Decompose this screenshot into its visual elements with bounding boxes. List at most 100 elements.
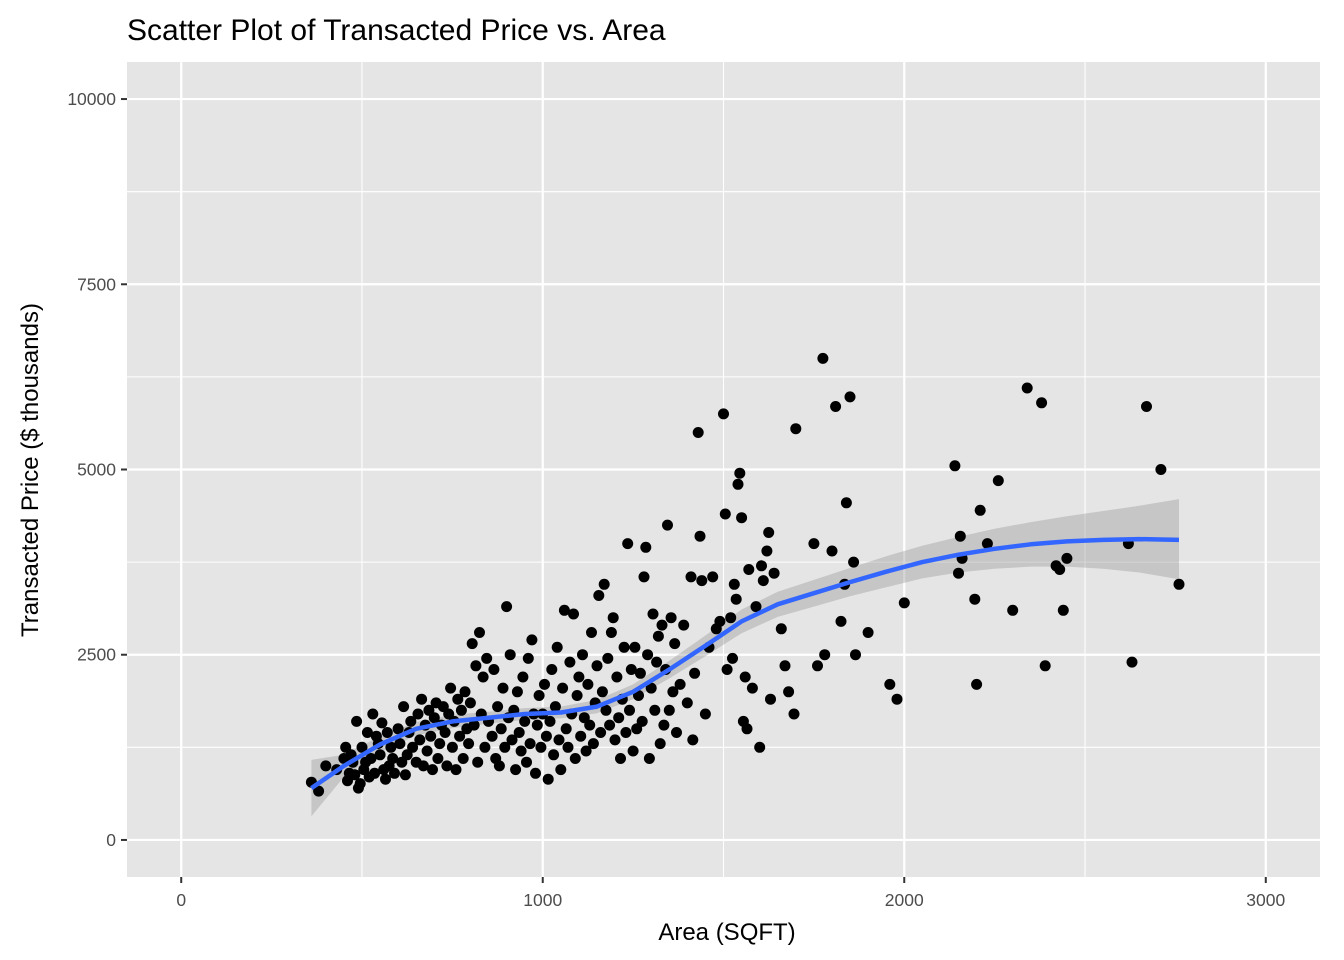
data-point bbox=[580, 745, 592, 757]
data-point bbox=[417, 760, 429, 772]
y-axis-title: Transacted Price ($ thousands) bbox=[17, 303, 44, 637]
data-point bbox=[432, 753, 444, 764]
data-point bbox=[466, 638, 478, 650]
data-point bbox=[667, 686, 679, 698]
data-point bbox=[746, 682, 758, 694]
data-point bbox=[591, 660, 603, 672]
data-point bbox=[414, 734, 426, 746]
data-point bbox=[649, 704, 661, 716]
data-point bbox=[504, 649, 516, 661]
data-point bbox=[725, 612, 737, 624]
data-point bbox=[817, 352, 829, 364]
data-point bbox=[1021, 382, 1033, 394]
data-point bbox=[739, 671, 751, 683]
data-point bbox=[627, 745, 639, 757]
data-point bbox=[768, 567, 780, 579]
data-point bbox=[517, 671, 529, 683]
data-point bbox=[636, 715, 648, 727]
data-point bbox=[526, 634, 538, 646]
data-point bbox=[519, 715, 531, 727]
data-point bbox=[499, 741, 511, 753]
data-point bbox=[551, 641, 563, 653]
data-point bbox=[457, 753, 469, 764]
data-point bbox=[389, 767, 400, 779]
data-point bbox=[313, 785, 325, 797]
data-point bbox=[969, 593, 981, 605]
data-point bbox=[754, 741, 766, 753]
points-layer bbox=[305, 352, 1185, 797]
data-point bbox=[647, 608, 659, 620]
data-point bbox=[763, 527, 775, 538]
data-point bbox=[407, 741, 419, 753]
data-point bbox=[728, 578, 740, 590]
data-point bbox=[376, 717, 388, 729]
data-point bbox=[450, 764, 462, 776]
data-point bbox=[531, 719, 543, 731]
data-point bbox=[454, 730, 466, 742]
confidence-ribbon-layer bbox=[311, 499, 1179, 817]
data-point bbox=[511, 686, 523, 698]
data-point bbox=[891, 693, 903, 705]
data-point bbox=[652, 630, 664, 642]
data-point bbox=[593, 590, 605, 601]
data-point bbox=[468, 719, 480, 731]
chart-title: Scatter Plot of Transacted Price vs. Are… bbox=[127, 14, 666, 47]
data-point bbox=[1039, 660, 1051, 672]
data-point bbox=[622, 538, 634, 550]
data-point bbox=[351, 715, 363, 727]
data-point bbox=[685, 571, 697, 583]
data-point bbox=[884, 678, 896, 690]
data-point bbox=[1057, 604, 1069, 616]
data-point bbox=[549, 701, 561, 713]
data-point bbox=[611, 671, 623, 683]
data-point bbox=[387, 753, 399, 764]
data-point bbox=[783, 686, 795, 698]
data-point bbox=[812, 660, 823, 672]
y-tick-label: 5000 bbox=[77, 460, 116, 480]
data-point bbox=[609, 734, 621, 746]
data-point bbox=[727, 652, 738, 664]
data-point bbox=[604, 719, 616, 731]
data-point bbox=[477, 671, 489, 683]
data-point bbox=[732, 478, 744, 490]
data-point bbox=[615, 753, 626, 764]
data-point bbox=[573, 671, 585, 683]
data-point bbox=[595, 727, 607, 738]
data-point bbox=[459, 686, 471, 698]
data-point bbox=[830, 401, 842, 412]
data-point bbox=[464, 697, 476, 709]
data-point bbox=[981, 538, 993, 550]
data-point bbox=[548, 749, 560, 761]
data-point bbox=[587, 738, 599, 750]
data-point bbox=[665, 612, 677, 624]
data-point bbox=[734, 467, 746, 479]
data-point bbox=[486, 730, 498, 742]
data-point bbox=[658, 719, 670, 731]
data-point bbox=[506, 734, 518, 746]
data-point bbox=[369, 767, 381, 779]
data-point bbox=[765, 693, 776, 705]
data-point bbox=[472, 756, 484, 768]
data-point bbox=[533, 690, 545, 701]
data-point bbox=[1126, 656, 1138, 668]
data-point bbox=[381, 727, 393, 738]
data-point bbox=[425, 730, 437, 742]
data-point bbox=[696, 575, 708, 587]
data-point bbox=[320, 760, 332, 772]
data-point bbox=[662, 519, 673, 531]
data-point bbox=[605, 627, 617, 638]
data-point bbox=[544, 715, 556, 727]
data-point bbox=[714, 615, 726, 627]
data-point bbox=[522, 652, 534, 664]
data-point bbox=[542, 773, 554, 785]
data-point bbox=[618, 641, 630, 653]
data-point bbox=[555, 764, 567, 776]
data-point bbox=[850, 649, 861, 661]
confidence-ribbon bbox=[311, 499, 1179, 817]
data-point bbox=[463, 738, 475, 750]
data-point bbox=[692, 427, 704, 438]
data-point bbox=[481, 652, 493, 664]
y-tick-label: 10000 bbox=[67, 89, 116, 109]
data-point bbox=[718, 408, 729, 420]
data-point bbox=[530, 767, 541, 779]
